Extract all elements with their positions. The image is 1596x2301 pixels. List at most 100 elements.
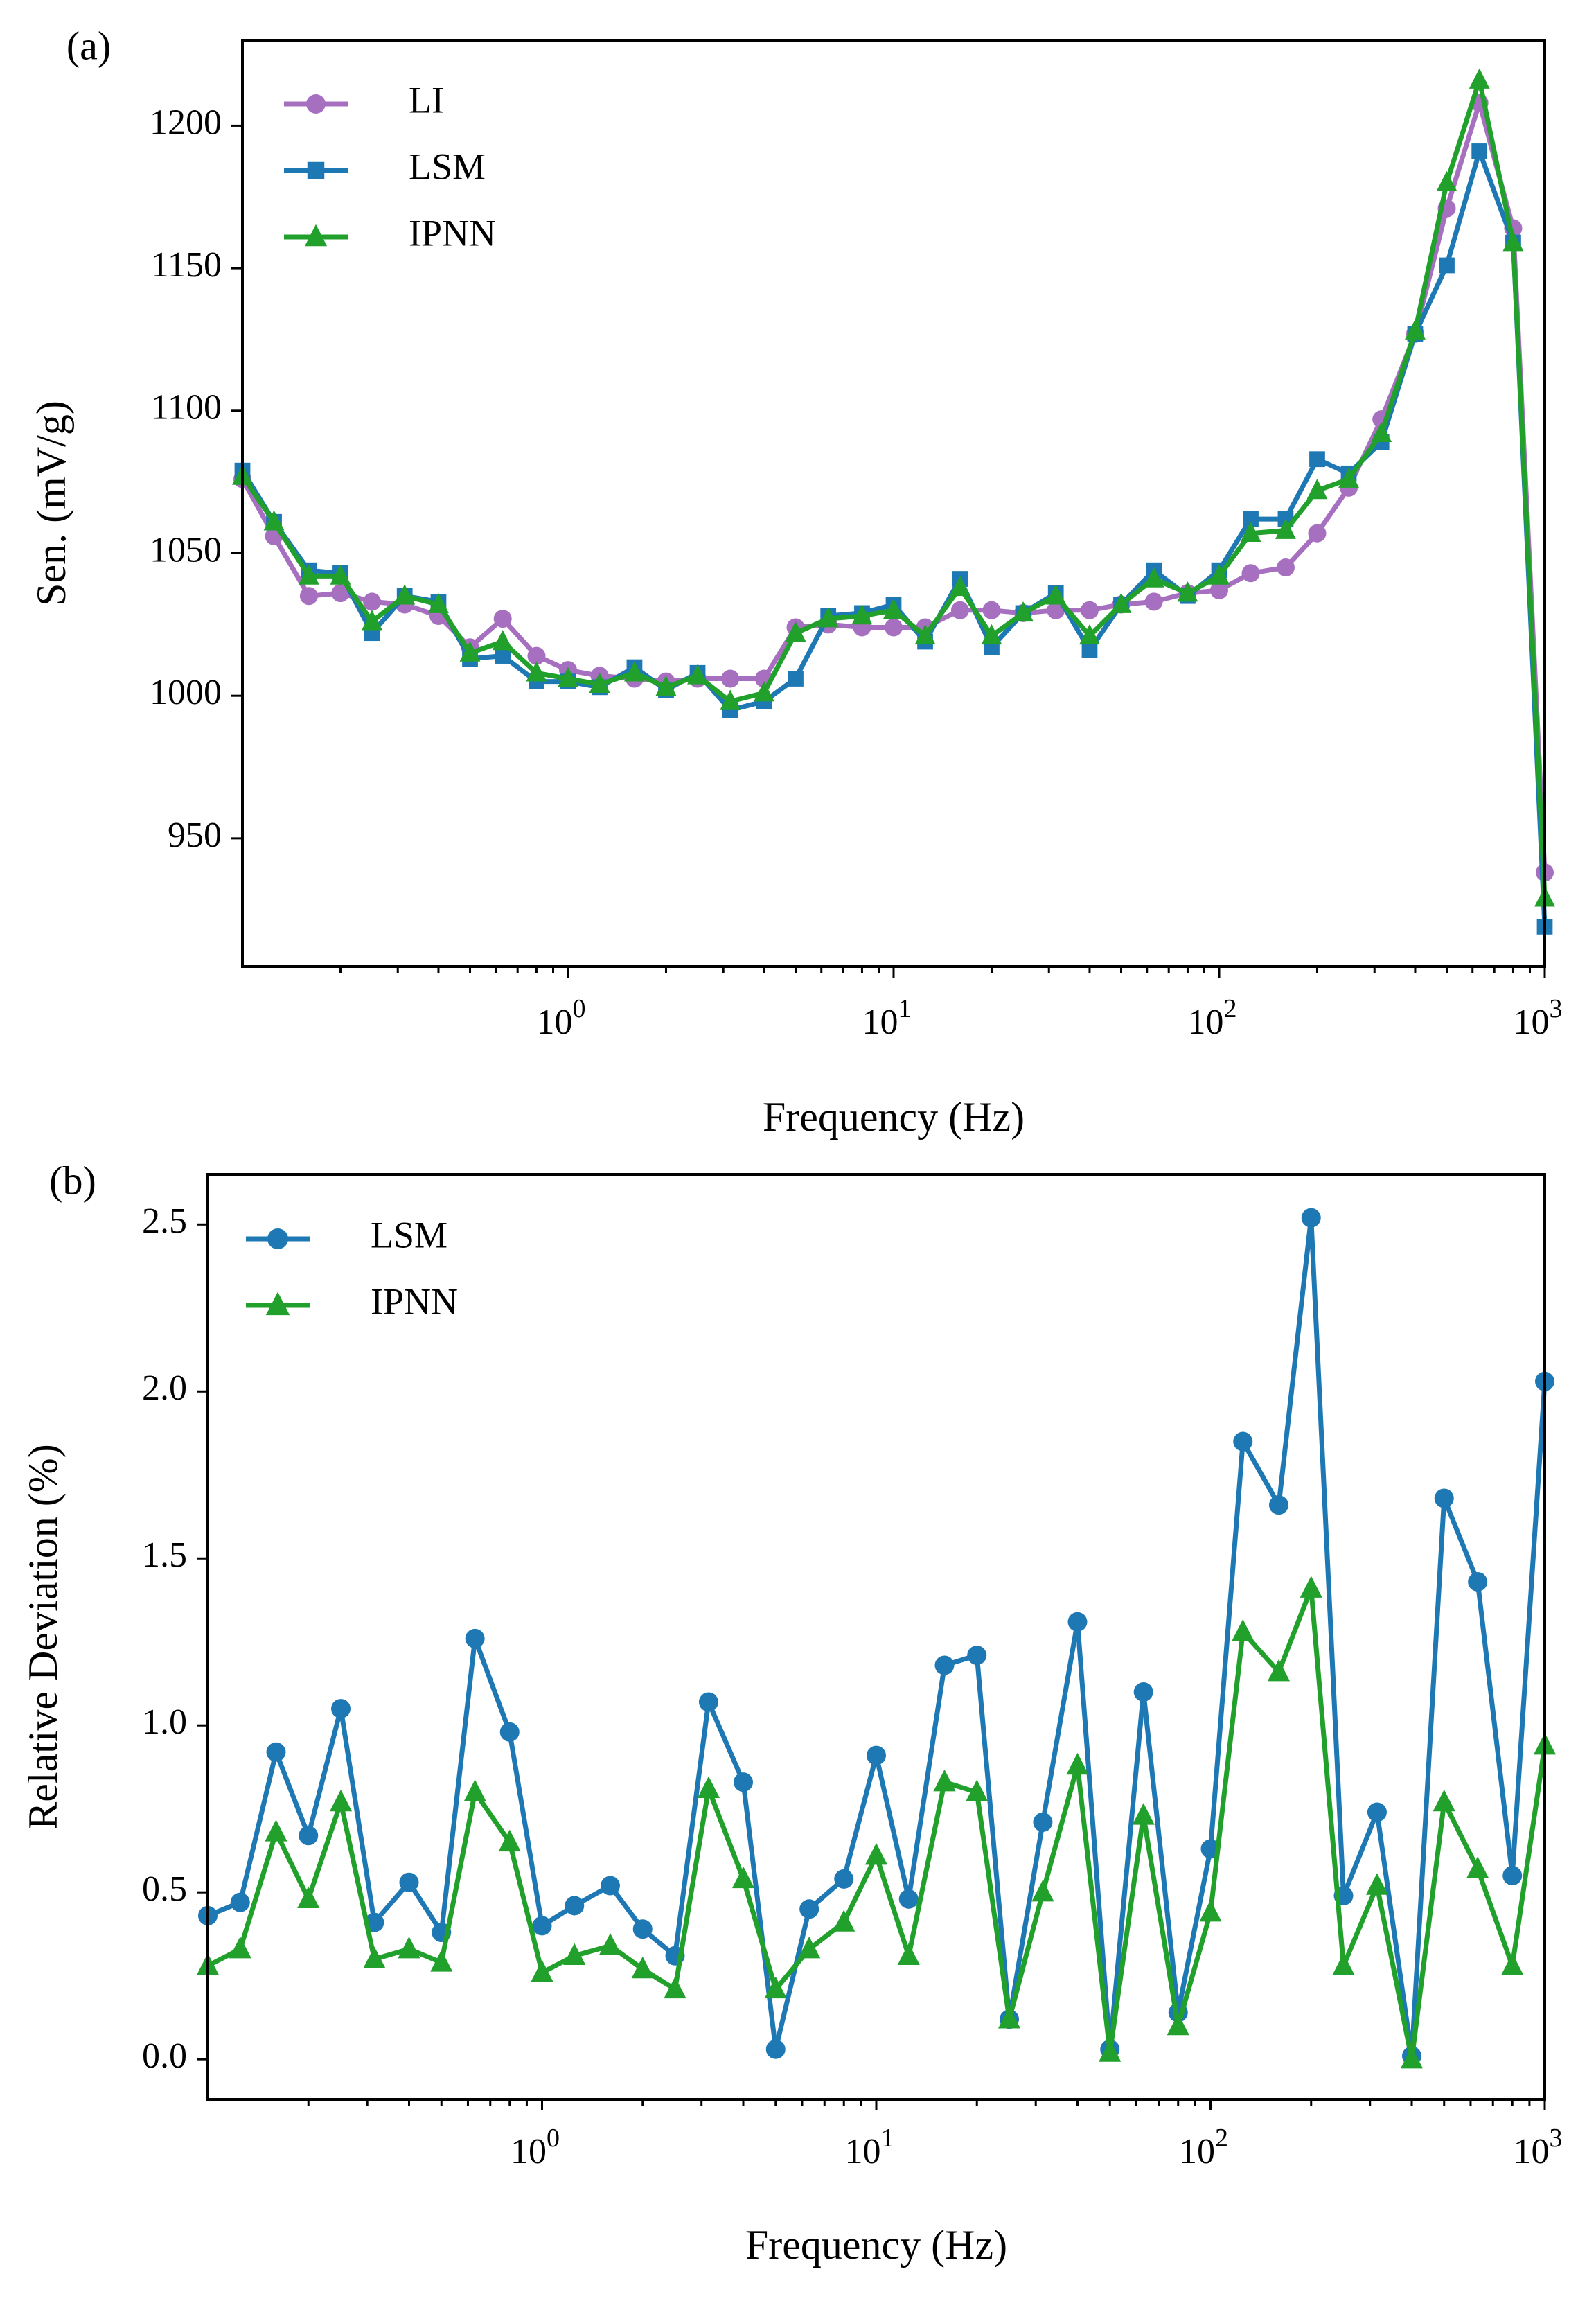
data-point-ipnn: [297, 1886, 320, 1909]
data-point-lsm: [1434, 1488, 1454, 1508]
data-point-ipnn: [1502, 231, 1524, 252]
data-point-ipnn: [949, 575, 970, 597]
data-point-ipnn: [229, 1936, 251, 1959]
data-point-lsm: [834, 1869, 854, 1889]
data-point-lsm: [788, 671, 804, 687]
data-point-ipnn: [764, 1976, 787, 1999]
panel-tag: (b): [49, 1158, 96, 1203]
data-point-lsm: [299, 1826, 319, 1846]
data-point-ipnn: [558, 667, 578, 687]
data-point-ipnn: [1110, 592, 1132, 613]
data-point-ipnn: [430, 1950, 453, 1972]
data-point-ipnn: [833, 1910, 855, 1932]
x-tick-label: 102: [1188, 994, 1237, 1042]
data-point-lsm: [1468, 1571, 1488, 1592]
data-point-ipnn: [1045, 584, 1067, 605]
y-tick-label: 0.5: [142, 1869, 187, 1909]
data-point-lsm: [266, 1742, 286, 1762]
data-point-ipnn: [798, 1936, 821, 1959]
data-point-ipnn: [1371, 421, 1392, 442]
data-point-ipnn: [1177, 581, 1198, 602]
data-point-ipnn: [363, 1946, 386, 1968]
data-point-ipnn: [298, 564, 319, 585]
y-axis-label: Relative Deviation (%): [20, 1444, 66, 1829]
legend-item-lsm: LSM: [284, 146, 486, 187]
x-tick-label: 100: [511, 2124, 560, 2171]
legend-marker: [307, 161, 325, 179]
data-point-ipnn: [598, 1933, 622, 1955]
data-point-lsm: [499, 1722, 520, 1742]
data-point-ipnn: [1031, 1879, 1054, 1902]
legend-marker: [306, 94, 326, 114]
data-point-ipnn: [394, 584, 416, 605]
data-point-ipnn: [1433, 1789, 1455, 1812]
panel-tag: (a): [66, 23, 111, 68]
data-point-li: [363, 592, 382, 611]
y-tick-label: 1050: [150, 530, 222, 570]
data-point-lsm: [495, 648, 511, 664]
data-point-lsm: [1367, 1802, 1387, 1822]
x-tick-label: 103: [1514, 994, 1563, 1042]
data-point-lsm: [1133, 1682, 1153, 1702]
data-point-lsm: [1067, 1612, 1088, 1632]
data-point-lsm: [1502, 1866, 1523, 1886]
data-point-ipnn: [1275, 518, 1296, 539]
y-tick-label: 1100: [151, 388, 222, 427]
data-point-lsm: [1033, 1812, 1053, 1832]
data-point-lsm: [331, 1699, 351, 1719]
data-point-li: [299, 587, 318, 606]
series-ipnn: [232, 68, 1555, 907]
data-point-lsm: [230, 1892, 250, 1912]
data-point-li: [950, 601, 969, 619]
series-ipnn: [196, 1576, 1557, 2069]
data-point-ipnn: [1013, 601, 1034, 622]
data-point-lsm: [698, 1692, 718, 1712]
data-point-ipnn: [265, 1819, 287, 1842]
data-point-ipnn: [330, 564, 351, 585]
legend-label: LSM: [371, 1214, 447, 1255]
data-point-ipnn: [1143, 567, 1164, 588]
y-tick-label: 2.5: [142, 1201, 187, 1241]
data-point-ipnn: [998, 2007, 1021, 2029]
data-point-ipnn: [459, 641, 481, 662]
data-point-ipnn: [1469, 68, 1490, 89]
data-point-ipnn: [1338, 467, 1359, 488]
data-point-lsm: [1439, 257, 1455, 274]
data-point-ipnn: [362, 610, 382, 631]
data-point-ipnn: [1436, 170, 1457, 191]
data-point-ipnn: [883, 598, 904, 619]
data-point-ipnn: [1267, 1659, 1291, 1682]
x-tick-label: 101: [862, 994, 912, 1042]
legend-label: IPNN: [409, 212, 496, 254]
data-point-ipnn: [1306, 479, 1328, 500]
x-axis-label: Frequency (Hz): [763, 1094, 1025, 1140]
data-point-lsm: [1301, 1208, 1321, 1228]
data-point-lsm: [565, 1896, 585, 1916]
data-point-ipnn: [933, 1769, 956, 1792]
data-point-ipnn: [1079, 624, 1100, 645]
y-tick-label: 1000: [150, 673, 222, 712]
data-point-li: [527, 646, 546, 665]
data-point-ipnn: [498, 1829, 521, 1852]
y-tick-label: 950: [168, 816, 222, 855]
data-point-lsm: [867, 1745, 886, 1765]
data-point-ipnn: [428, 592, 449, 613]
legend-item-ipnn: IPNN: [284, 212, 496, 254]
data-point-lsm: [967, 1646, 987, 1666]
data-point-ipnn: [864, 1842, 888, 1865]
data-point-ipnn: [1400, 2046, 1424, 2069]
data-point-lsm: [399, 1872, 419, 1892]
data-point-lsm: [632, 1919, 653, 1939]
data-point-lsm: [1081, 642, 1098, 658]
data-point-ipnn: [398, 1936, 420, 1959]
data-point-li: [493, 610, 512, 628]
data-point-ipnn: [1099, 2040, 1121, 2062]
data-point-ipnn: [732, 1866, 755, 1889]
y-tick-label: 2.0: [142, 1368, 187, 1408]
data-point-li: [1144, 592, 1163, 611]
data-point-lsm: [1309, 451, 1325, 468]
data-point-ipnn: [492, 630, 513, 651]
data-point-ipnn: [897, 1943, 920, 1965]
data-point-lsm: [934, 1655, 955, 1675]
